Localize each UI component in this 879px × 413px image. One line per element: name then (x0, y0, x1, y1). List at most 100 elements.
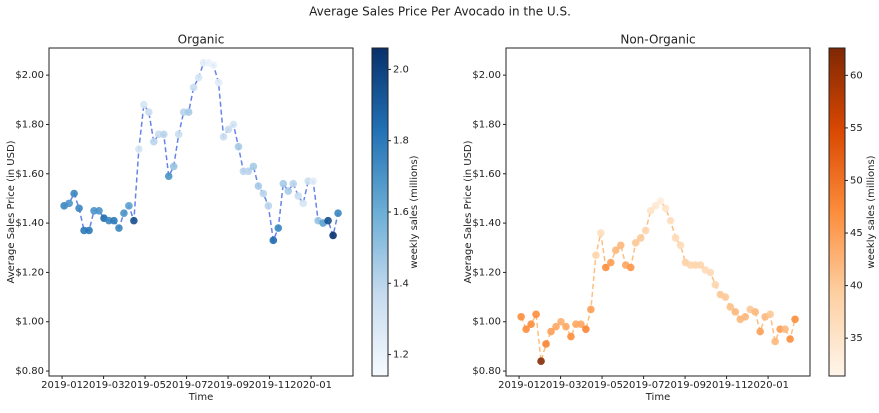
x-tick-label: 2019-03 (540, 380, 582, 391)
point (592, 251, 600, 259)
y-tick-label: $1.40 (472, 218, 501, 229)
colorbar-tick-label: 40 (850, 281, 863, 292)
point (741, 313, 750, 321)
y-tick-label: $1.20 (472, 267, 501, 278)
point (626, 263, 635, 272)
point (706, 268, 715, 277)
point (602, 263, 610, 272)
point (125, 202, 133, 210)
point (641, 226, 650, 235)
x-tick-label: 2020-01 (747, 380, 789, 391)
point (567, 332, 575, 341)
colorbar (371, 47, 389, 377)
point (145, 108, 153, 116)
y-tick-label: $1.60 (15, 169, 44, 180)
x-tick-label: 2019-01 (498, 380, 540, 391)
point (636, 234, 645, 242)
point (189, 83, 198, 92)
point (264, 202, 273, 210)
point (766, 310, 774, 319)
point (671, 234, 680, 242)
x-axis-label: Time (188, 392, 213, 403)
point (522, 325, 530, 333)
point (756, 327, 764, 336)
point (140, 100, 148, 109)
x-tick-label: 2019-03 (83, 380, 125, 391)
point (164, 172, 173, 181)
point (85, 226, 93, 235)
y-axis-label: Average Sales Price (in USD) (6, 140, 17, 283)
point (587, 305, 595, 314)
point (731, 308, 740, 316)
colorbar (828, 47, 846, 377)
x-tick-label: 2019-07 (623, 380, 665, 391)
point (219, 132, 228, 141)
point (527, 320, 535, 329)
point (676, 241, 685, 250)
figure-title: Average Sales Price Per Avocado in the U… (309, 5, 571, 19)
price-line (520, 199, 796, 362)
y-tick-label: $1.00 (472, 317, 501, 328)
point (334, 209, 342, 218)
point (244, 167, 253, 176)
point (214, 78, 223, 87)
x-tick-label: 2020-01 (290, 380, 332, 391)
point (75, 204, 83, 213)
point (781, 325, 789, 333)
y-tick-label: $1.80 (15, 119, 44, 130)
point (65, 199, 73, 208)
point (721, 293, 730, 301)
point (611, 246, 620, 255)
point (95, 206, 103, 215)
subplot-title: Organic (178, 33, 225, 47)
point (582, 325, 590, 333)
point (249, 162, 258, 171)
point (194, 73, 203, 82)
x-tick-label: 2019-09 (664, 380, 706, 391)
x-axis-label: Time (645, 392, 670, 403)
point (726, 303, 735, 311)
point (771, 337, 779, 346)
point (169, 162, 178, 171)
subplot-title: Non-Organic (620, 33, 695, 47)
point (289, 179, 298, 188)
point (120, 209, 128, 218)
point (115, 224, 123, 232)
point (597, 229, 605, 237)
point (651, 202, 660, 210)
colorbar-tick-label: 60 (850, 70, 863, 81)
colorbar-tick-label: 55 (850, 123, 863, 134)
point (224, 125, 233, 134)
colorbar-tick-label: 50 (850, 175, 863, 186)
colorbar-tick-label: 45 (850, 228, 863, 239)
point (284, 187, 293, 195)
colorbar-label: weekly sales (millions) (409, 155, 420, 268)
y-tick-label: $1.80 (472, 119, 501, 130)
point (70, 189, 78, 198)
x-tick-label: 2019-11 (706, 380, 748, 391)
point (324, 216, 332, 225)
y-axis-label: Average Sales Price (in USD) (463, 140, 474, 283)
point (537, 357, 545, 366)
point (606, 258, 615, 267)
point (149, 137, 158, 146)
point (274, 224, 283, 232)
x-tick-label: 2019-05 (581, 380, 623, 391)
y-tick-label: $2.00 (15, 70, 44, 81)
point (631, 239, 640, 247)
y-tick-label: $1.60 (472, 169, 501, 180)
point (259, 189, 268, 198)
plot-frame (505, 47, 811, 377)
point (532, 310, 540, 319)
point (646, 206, 655, 215)
x-tick-label: 2019-09 (207, 380, 249, 391)
point (751, 308, 760, 316)
point (174, 130, 183, 139)
point (309, 177, 317, 185)
point (279, 179, 288, 188)
point (666, 216, 675, 225)
colorbar-tick-label: 35 (850, 333, 863, 344)
point (209, 61, 218, 70)
colorbar-tick-label: 1.8 (393, 136, 409, 147)
